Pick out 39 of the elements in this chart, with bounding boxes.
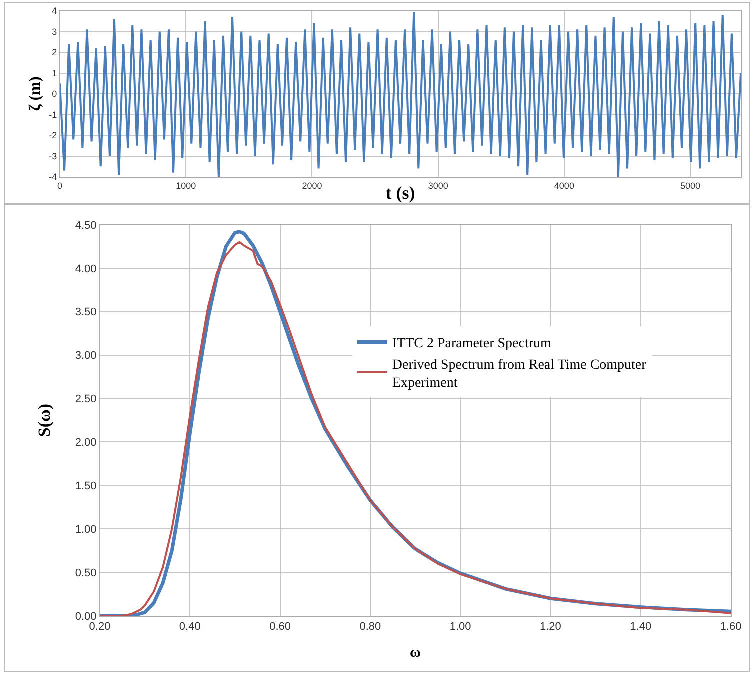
legend-label: Derived Spectrum from Real Time Computer Experiment: [392, 358, 647, 392]
x-tick-label: 3000: [428, 180, 448, 191]
y-tick-label: -1: [49, 110, 58, 120]
x-tick-label: 1.60: [720, 621, 742, 634]
y-tick-label: 4: [52, 6, 58, 16]
y-tick-label: 0.50: [75, 567, 97, 580]
y-tick-label: 1.50: [75, 480, 97, 493]
x-tick-label: 1.20: [540, 621, 562, 634]
x-tick-label: 1000: [176, 180, 196, 191]
x-tick-label: 0.20: [89, 621, 111, 634]
y-tick-label: 2.00: [75, 437, 97, 450]
legend-label: ITTC 2 Parameter Spectrum: [392, 336, 552, 352]
x-tick-label: 0.60: [270, 621, 291, 634]
y-tick-label: 1: [52, 68, 58, 78]
y-tick-label: 3.00: [75, 350, 97, 362]
x-tick-label: 1.40: [630, 621, 652, 634]
x-tick-label: 0.40: [179, 621, 201, 634]
y-tick-label: -4: [49, 172, 58, 182]
x-tick-label: 5000: [680, 180, 701, 191]
y-tick-label: 2.50: [75, 394, 97, 406]
x-tick-label: 0.80: [360, 621, 382, 634]
y-tick-label: 0: [52, 89, 58, 100]
y-tick-label: 4.50: [75, 220, 97, 232]
y-tick-label: 0.00: [75, 610, 97, 623]
line-series: [60, 11, 741, 177]
x-axis-title: ω: [410, 645, 422, 662]
y-tick-label: 1.00: [75, 524, 97, 536]
y-tick-label: 3: [52, 26, 58, 37]
y-tick-label: -2: [49, 130, 58, 141]
x-tick-label: 1.00: [450, 621, 472, 634]
x-tick-label: 2000: [302, 180, 322, 191]
y-axis-title: ζ (m): [27, 76, 44, 112]
x-tick-label: 4000: [554, 180, 574, 191]
y-axis-title: S(ω): [34, 404, 54, 438]
y-tick-label: 4.00: [75, 263, 97, 276]
y-tick-label: 3.50: [75, 306, 97, 319]
x-axis-title: t (s): [386, 183, 416, 203]
y-tick-label: -3: [49, 151, 58, 162]
y-tick-label: 2: [52, 48, 58, 58]
